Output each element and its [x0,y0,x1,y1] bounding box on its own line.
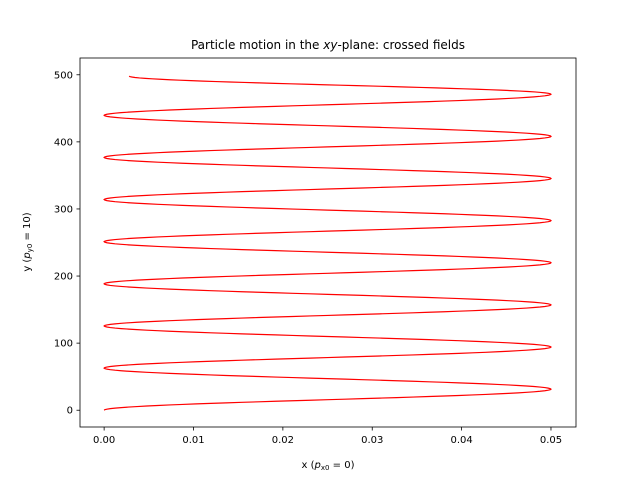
title-suffix: -plane: crossed fields [337,38,465,52]
ylabel-prefix: y ( [22,259,33,272]
y-tick-label: 300 [54,204,73,215]
x-tick-label: 0.00 [93,435,115,446]
x-axis-ticks: 0.00 0.01 0.02 0.03 0.04 0.05 [93,427,562,446]
title-prefix: Particle motion in the [191,38,323,52]
chart-title: Particle motion in the xy-plane: crossed… [191,38,465,52]
plot-area [80,58,576,427]
x-tick-label: 0.03 [361,435,383,446]
x-tick-label: 0.05 [540,435,562,446]
xlabel-prefix: x ( [302,460,315,471]
y-axis-ticks: 0 100 200 300 400 500 [54,70,80,417]
title-math: xy [322,38,338,52]
x-tick-label: 0.02 [272,435,294,446]
y-tick-label: 100 [54,339,73,350]
y-tick-label: 400 [54,137,73,148]
xlabel-var: p [314,460,321,471]
x-tick-label: 0.04 [450,435,472,446]
plot-frame [79,57,577,428]
x-axis-label: x (px0 = 0) [302,460,355,472]
ylabel-sub: y0 [26,244,34,253]
xlabel-sub: x0 [321,464,330,472]
y-tick-label: 200 [54,272,73,283]
ylabel-var: p [22,252,33,259]
xlabel-suffix: = 0) [329,460,354,471]
y-tick-label: 500 [54,70,73,81]
y-tick-label: 0 [67,406,73,417]
series-line-0 [103,75,552,411]
series-layer [103,75,552,411]
x-tick-label: 0.01 [182,435,204,446]
ylabel-suffix: = 10) [22,212,33,243]
y-axis-label: y (py0 = 10) [22,212,34,271]
